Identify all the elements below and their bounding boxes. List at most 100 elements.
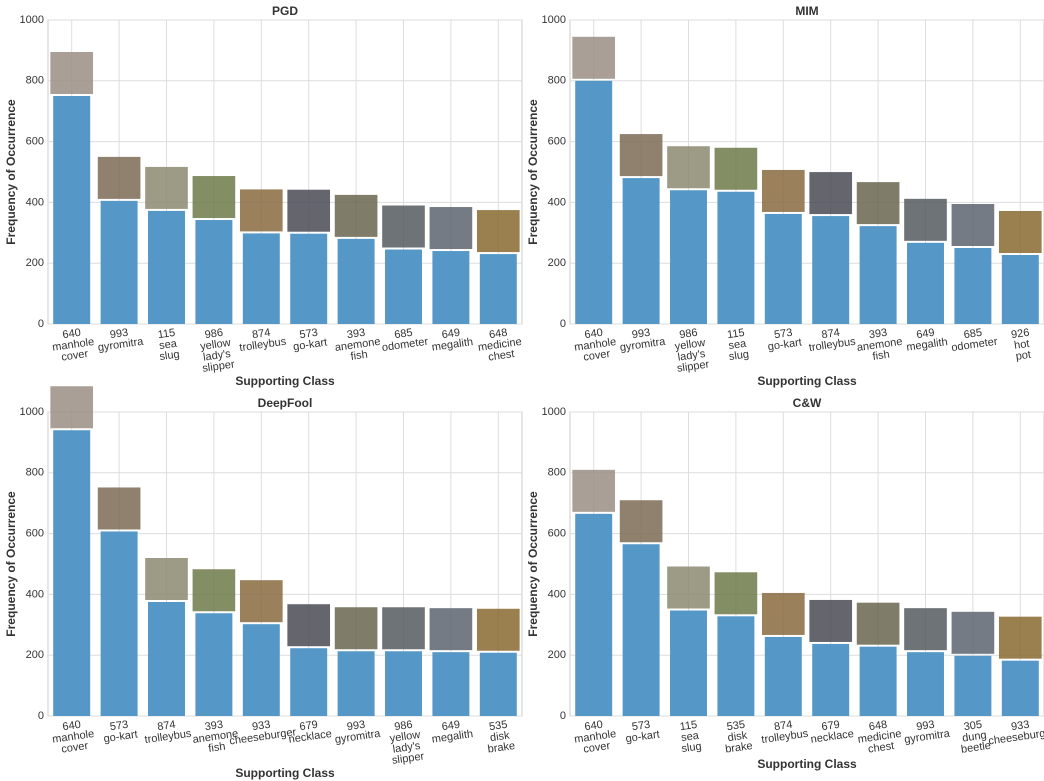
thumbnail [287,190,330,232]
thumbnail [430,608,473,650]
thumbnail [809,600,852,642]
thumbnail [667,567,710,609]
y-axis-label: Frequency of Occurrence [4,491,18,637]
bar [148,602,185,716]
bar [432,652,469,716]
y-tick-label: 600 [548,528,566,540]
bar [148,211,185,324]
thumbnail [382,206,425,248]
thumbnail [715,572,758,614]
x-axis-label: Supporting Class [757,374,857,388]
bar [954,248,991,324]
thumbnail [430,207,473,249]
thumbnail [240,580,283,622]
x-tick-label: 649megalith [904,325,948,354]
x-tick-label-line: megalith [431,728,474,746]
bar [195,613,232,716]
y-tick-label: 400 [548,196,566,208]
thumbnail [193,176,236,218]
x-tick-label: 874trolleybus [807,325,857,354]
y-tick-label: 800 [26,467,44,479]
x-tick-label: 874trolleybus [759,717,809,746]
x-tick-label: 649megalith [429,717,473,746]
x-tick-label: 305dungbeetle [957,718,991,756]
y-tick-label: 1000 [542,406,566,418]
x-tick-label-line: megalith [906,336,949,354]
x-tick-label-line: fish [350,349,369,363]
x-tick-label: 685odometer [380,325,430,354]
chart-title: DeepFool [258,396,313,410]
bar [765,214,802,324]
chart: 02004006008001000640manholecover573go-ka… [4,386,522,780]
thumbnail [145,558,188,600]
x-tick-label: 993gyromitra [618,325,667,354]
thumbnail [382,607,425,649]
x-tick-label-line: trolleybus [761,728,810,747]
x-tick-label: 986yellowlady'sslipper [672,326,711,375]
thumbnail [240,189,283,231]
x-tick-label: 573go-kart [765,326,802,354]
bar [623,178,660,324]
thumbnail [999,211,1042,253]
y-tick-label: 600 [26,136,44,148]
thumbnail [667,146,710,188]
bar [954,656,991,716]
x-tick-label: 535diskbrake [484,718,516,756]
y-tick-label: 400 [26,196,44,208]
x-axis-label: Supporting Class [235,766,335,780]
x-tick-label-line: chest [867,740,895,756]
thumbnail [193,569,236,611]
bar [243,624,280,716]
page: 02004006008001000640manholecover993gyrom… [0,0,1044,781]
x-tick-label: 874trolleybus [237,325,287,354]
x-tick-label: 993gyromitra [902,717,951,746]
x-tick-label: 648medicinechest [855,717,903,757]
bar [101,531,138,716]
bar [623,544,660,716]
thumbnail [572,470,615,512]
x-tick-label: 573go-kart [623,718,660,746]
x-tick-label: 933cheeseburger [986,715,1044,747]
bar [290,648,327,716]
x-tick-label-line: odometer [951,336,999,354]
x-tick-label: 640manholecover [572,325,619,365]
x-tick-label-line: cover [61,348,90,364]
y-tick-label: 1000 [20,406,44,418]
thumbnail [50,386,93,428]
y-tick-label: 200 [548,649,566,661]
x-tick-label-line: odometer [381,336,429,354]
x-tick-label: 640manholecover [572,717,619,757]
x-tick-label-line: slug [159,348,181,363]
y-tick-label: 200 [26,649,44,661]
x-tick-label: 115seaslug [725,327,750,363]
x-tick-label: 393anemonefish [855,325,905,365]
bar [385,250,422,324]
x-tick-label-line: necklace [810,728,855,746]
x-tick-label: 986yellowlady'sslipper [197,326,236,375]
x-tick-label: 115seaslug [156,327,181,363]
bar [338,651,375,716]
thumbnail [857,603,900,645]
thumbnail [335,195,378,237]
y-tick-label: 800 [548,75,566,87]
bar [860,226,897,324]
bar [575,514,612,716]
y-tick-label: 0 [560,710,566,722]
bar [195,220,232,324]
bar [860,647,897,716]
bar [1002,255,1039,324]
x-tick-label: 648medicinechest [476,325,524,365]
x-tick-label: 993gyromitra [333,717,382,746]
thumbnail [762,593,805,635]
bar [812,216,849,324]
y-tick-label: 400 [548,588,566,600]
x-tick-label-line: brake [487,740,516,756]
x-tick-label-line: fish [208,741,227,755]
x-axis-label: Supporting Class [757,757,857,771]
y-tick-label: 600 [26,528,44,540]
bar [575,81,612,324]
thumbnail [762,170,805,212]
bar [385,651,422,716]
thumbnail [952,204,995,246]
x-tick-label: 679necklace [808,717,854,746]
